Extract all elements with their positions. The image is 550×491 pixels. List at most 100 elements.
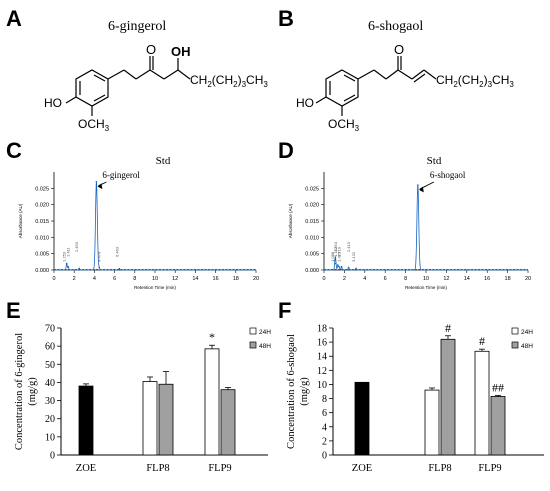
y-tick-label: 0.020	[305, 203, 319, 209]
peak-point	[78, 267, 80, 270]
bar-chart-shogaol: 0 2 4 6 8 10 12 14 16 18 Concentration of 6-shogao…	[286, 321, 544, 474]
x-tick-label: 14	[464, 276, 470, 282]
benzene-ring	[315, 56, 437, 116]
x-tick-label: 12	[443, 276, 449, 282]
panel-letter-c: C	[6, 138, 22, 163]
y-tick-label: 4	[322, 422, 327, 433]
panel-letter-a: A	[6, 6, 22, 31]
legend-swatch	[249, 341, 257, 349]
chromatogram-trace	[54, 181, 256, 271]
y-tick-label: 2	[322, 436, 327, 447]
x-tick-label: 10	[152, 276, 158, 282]
peak-retention-label: 1.719	[337, 246, 342, 257]
x-tick-label: FLP9	[478, 463, 501, 474]
benzene-ring	[65, 56, 191, 116]
bar	[142, 381, 158, 456]
y-tick-label: 16	[317, 338, 327, 349]
shogaol-o-label: O	[394, 42, 404, 57]
x-tick-label: ZOE	[352, 463, 372, 474]
x-tick-label: 4	[363, 276, 366, 282]
y-tick-label: 10	[317, 380, 327, 391]
shogaol-ho-label: HO	[296, 96, 314, 110]
shogaol-chain-label: CH2(CH2)3CH3	[436, 73, 514, 89]
significance-marker: #	[445, 321, 451, 335]
x-tick-label: FLP8	[428, 463, 451, 474]
peak-retention-label: 1.354	[333, 241, 338, 252]
peak-point	[67, 265, 70, 268]
y-axis-title: Concentration of 6-shogaol	[286, 334, 297, 449]
arrowhead-icon	[97, 183, 103, 190]
y-tick-label: 0	[50, 451, 55, 462]
y-tick-label: 10	[45, 432, 55, 443]
shogaol-structure: 6-shogaol O CH2(CH2)3CH3 HO OCH3	[296, 19, 514, 133]
y-tick-label: 70	[45, 324, 55, 335]
gingerol-och3-label: OCH3	[78, 117, 110, 133]
bar	[158, 383, 174, 456]
x-tick-label: 10	[423, 276, 429, 282]
y-axis-title: Absorbance (AU)	[288, 203, 293, 238]
peak-annotation: 6-gingerol	[102, 170, 140, 180]
x-tick-label: FLP9	[208, 463, 231, 474]
x-tick-label: FLP8	[146, 463, 169, 474]
peak-point	[338, 265, 340, 268]
x-tick-label: 16	[484, 276, 490, 282]
chrom-title: Std	[427, 155, 442, 167]
peak-point	[340, 265, 343, 268]
legend-swatch	[249, 327, 257, 335]
legend-label: 24H	[259, 329, 271, 336]
y-tick-label: 18	[317, 324, 327, 335]
peak-point	[347, 266, 350, 269]
x-axis-title: Retention Time (min)	[405, 285, 447, 290]
y-tick-label: 6	[322, 408, 327, 419]
legend-swatch	[511, 341, 519, 349]
panel-letter-e: E	[6, 298, 21, 323]
y-tick-label: 0.020	[35, 203, 49, 209]
shogaol-compound-name: 6-shogaol	[368, 19, 423, 34]
significance-marker: #	[479, 334, 485, 348]
peak-retention-label: 1.088	[330, 251, 335, 262]
y-axis-title-unit: (mg/g)	[299, 377, 310, 406]
bar	[354, 381, 370, 456]
gingerol-structure: 6-gingerol O OH CH2(CH2)3CH3 HO OCH3	[44, 19, 268, 133]
peak-point	[98, 266, 100, 269]
significance-marker: *	[209, 330, 215, 344]
x-tick-label: 6	[113, 276, 116, 282]
peak-point	[337, 264, 339, 266]
y-tick-label: 60	[45, 342, 55, 353]
peak-retention-label: 1.152	[333, 246, 338, 257]
bar	[424, 389, 440, 456]
gingerol-o-label: O	[146, 42, 156, 57]
x-tick-label: 8	[133, 276, 136, 282]
bar	[490, 396, 506, 456]
chrom-title: Std	[156, 155, 171, 167]
y-tick-label: 8	[322, 394, 327, 405]
peak-point	[417, 184, 419, 186]
y-tick-label: 0.025	[305, 186, 319, 192]
bar	[220, 389, 236, 456]
y-tick-label: 0	[322, 451, 327, 462]
gingerol-oh-label: OH	[171, 44, 191, 59]
y-tick-label: 0.000	[305, 268, 319, 274]
x-tick-label: 20	[253, 276, 259, 282]
y-axis-title: Absorbance (AU)	[18, 203, 23, 238]
x-tick-label: 8	[404, 276, 407, 282]
gingerol-chain-label: CH2(CH2)3CH3	[190, 73, 268, 89]
peak-point	[65, 262, 68, 265]
x-tick-label: 0	[52, 276, 55, 282]
x-tick-label: 18	[233, 276, 239, 282]
bar	[78, 385, 94, 456]
y-axis-title: Concentration of 6-gingerol	[14, 333, 25, 450]
legend-label: 48H	[259, 343, 271, 350]
y-tick-label: 0.015	[305, 219, 319, 225]
panel-letter-f: F	[278, 298, 292, 323]
peak-point	[334, 259, 336, 261]
x-tick-label: 4	[93, 276, 96, 282]
y-tick-label: 30	[45, 396, 55, 407]
y-tick-label: 0.005	[305, 252, 319, 258]
peak-retention-label: 6.463	[114, 246, 119, 257]
x-tick-label: 20	[525, 276, 531, 282]
x-tick-label: 2	[343, 276, 346, 282]
legend-label: 24H	[521, 329, 533, 336]
